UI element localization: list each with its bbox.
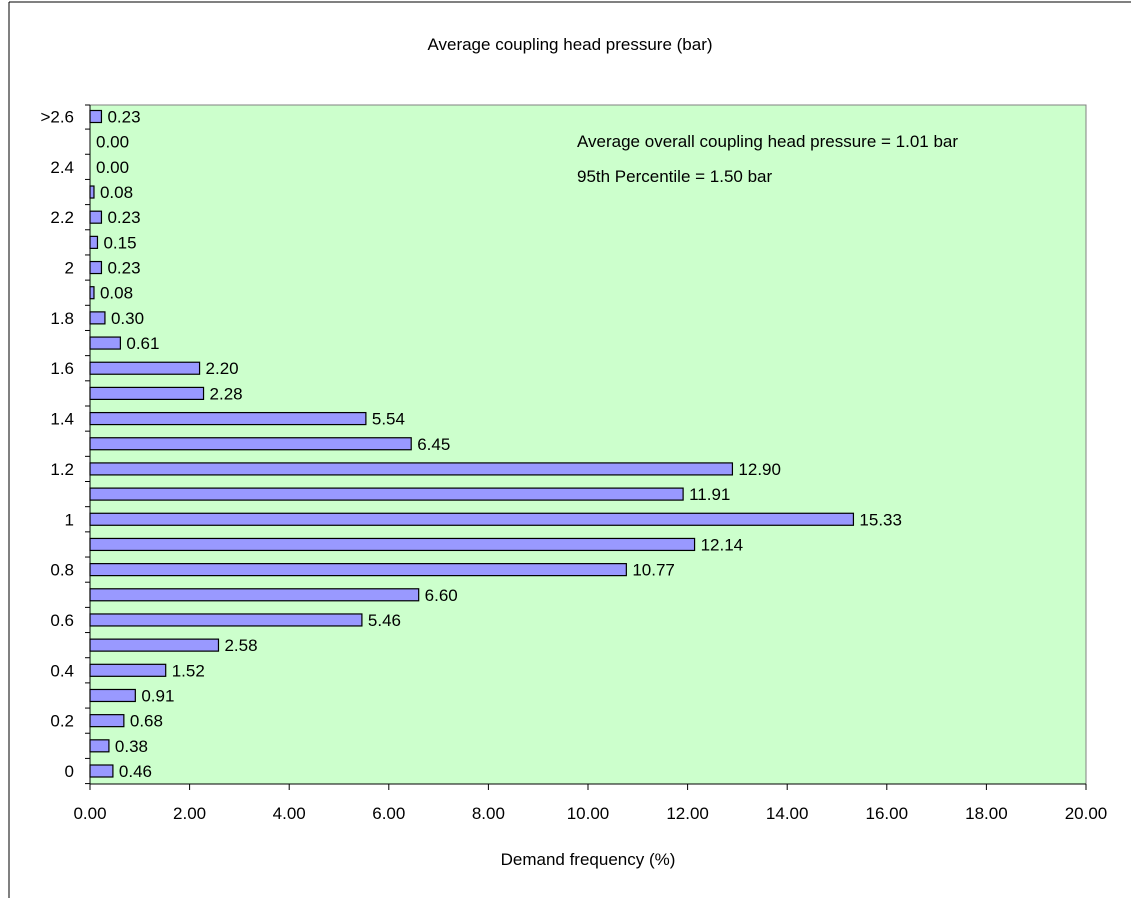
y-tick-label: 0.2: [50, 712, 74, 731]
bar-value-label: 0.61: [126, 334, 159, 353]
bar-value-label: 0.00: [96, 133, 129, 152]
bar: [89, 336, 121, 350]
bar: [89, 512, 855, 526]
y-tick-label: 0.6: [50, 611, 74, 630]
y-tick-label: 0: [65, 762, 74, 781]
bar: [89, 613, 363, 627]
bar-value-label: 0.68: [130, 712, 163, 731]
x-tick-label: 0.00: [73, 804, 106, 823]
x-tick-label: 2.00: [173, 804, 206, 823]
bar-value-label: 5.54: [372, 410, 405, 429]
bar: [89, 487, 684, 501]
bar-value-label: 0.30: [111, 309, 144, 328]
x-tick-label: 18.00: [965, 804, 1008, 823]
bar: [89, 260, 103, 275]
x-tick-label: 10.00: [567, 804, 610, 823]
bar: [89, 185, 95, 199]
bar: [89, 386, 205, 400]
bar-value-label: 1.52: [172, 661, 205, 680]
bar-value-label: 0.23: [107, 108, 140, 127]
y-ticks-layer: 0 0.2 0.4 0.6 0.8 1 1.2 1.4 1.6 1.8 2 2.2 2.4 >2.6: [40, 104, 90, 785]
bar: [89, 563, 627, 577]
bar-value-label: 15.33: [859, 510, 902, 529]
bar-value-label: 10.77: [632, 561, 675, 580]
bar: [89, 411, 367, 426]
bar: [89, 235, 99, 249]
bar-value-label: 5.46: [368, 611, 401, 630]
annotation-average-pressure: Average overall coupling head pressure =…: [577, 132, 958, 151]
bar: [89, 537, 696, 552]
bar-value-label: 2.58: [224, 636, 257, 655]
bar-value-label: 0.08: [100, 183, 133, 202]
y-tick-label: 2: [65, 259, 74, 278]
x-ticks-layer: 0.00 2.00 4.00 6.00 8.00 10.00 12.00 14.00 16.00…: [73, 784, 1107, 823]
y-tick-label: 2.4: [50, 158, 74, 177]
bar: [89, 361, 201, 375]
bar: [89, 588, 420, 602]
bar-labels-layer: 0.46 0.38 0.68 0.91 1.52 2.58 5.46 6.60 10.77 12.…: [96, 108, 902, 782]
bar: [89, 462, 734, 476]
bar-value-label: 0.91: [141, 686, 174, 705]
x-tick-label: 12.00: [666, 804, 709, 823]
bar-value-label: 6.60: [425, 586, 458, 605]
x-tick-label: 8.00: [472, 804, 505, 823]
bar-value-label: 0.46: [119, 762, 152, 781]
y-tick-label: 0.8: [50, 561, 74, 580]
y-tick-label: 1: [65, 510, 74, 529]
y-tick-label: >2.6: [40, 108, 74, 127]
bar-value-label: 11.91: [689, 485, 730, 504]
bar: [89, 714, 125, 728]
bar-value-label: 2.28: [210, 384, 243, 403]
bar: [89, 663, 167, 677]
bar-value-label: 12.90: [738, 460, 781, 479]
x-tick-label: 20.00: [1065, 804, 1108, 823]
bar: [89, 109, 103, 124]
bar: [89, 764, 114, 778]
bar-value-label: 2.20: [206, 359, 239, 378]
y-tick-label: 1.6: [50, 359, 74, 378]
x-axis-label: Demand frequency (%): [501, 850, 676, 869]
y-tick-label: 2.2: [50, 208, 74, 227]
x-tick-label: 16.00: [866, 804, 909, 823]
bar-value-label: 0.00: [96, 158, 129, 177]
y-tick-label: 0.4: [50, 661, 74, 680]
chart-title: Average coupling head pressure (bar): [427, 35, 712, 54]
bar: [89, 688, 136, 703]
bar-value-label: 0.15: [103, 233, 136, 252]
x-tick-label: 6.00: [372, 804, 405, 823]
bar-value-label: 0.08: [100, 284, 133, 303]
bar-value-label: 0.23: [107, 208, 140, 227]
bar-value-label: 0.38: [115, 737, 148, 756]
x-tick-label: 14.00: [766, 804, 809, 823]
bar: [89, 638, 220, 652]
bar-value-label: 0.23: [107, 259, 140, 278]
bar: [89, 739, 110, 753]
annotation-95th-percentile: 95th Percentile = 1.50 bar: [577, 167, 772, 186]
bars-layer: [89, 109, 855, 778]
bar: [89, 210, 103, 224]
y-tick-label: 1.2: [50, 460, 74, 479]
y-tick-label: 1.4: [50, 410, 74, 429]
bar: [89, 437, 412, 451]
x-tick-label: 4.00: [273, 804, 306, 823]
bar: [89, 286, 95, 300]
bar: [89, 311, 106, 325]
bar-value-label: 12.14: [701, 535, 744, 554]
bar-value-label: 6.45: [417, 435, 450, 454]
y-tick-label: 1.8: [50, 309, 74, 328]
